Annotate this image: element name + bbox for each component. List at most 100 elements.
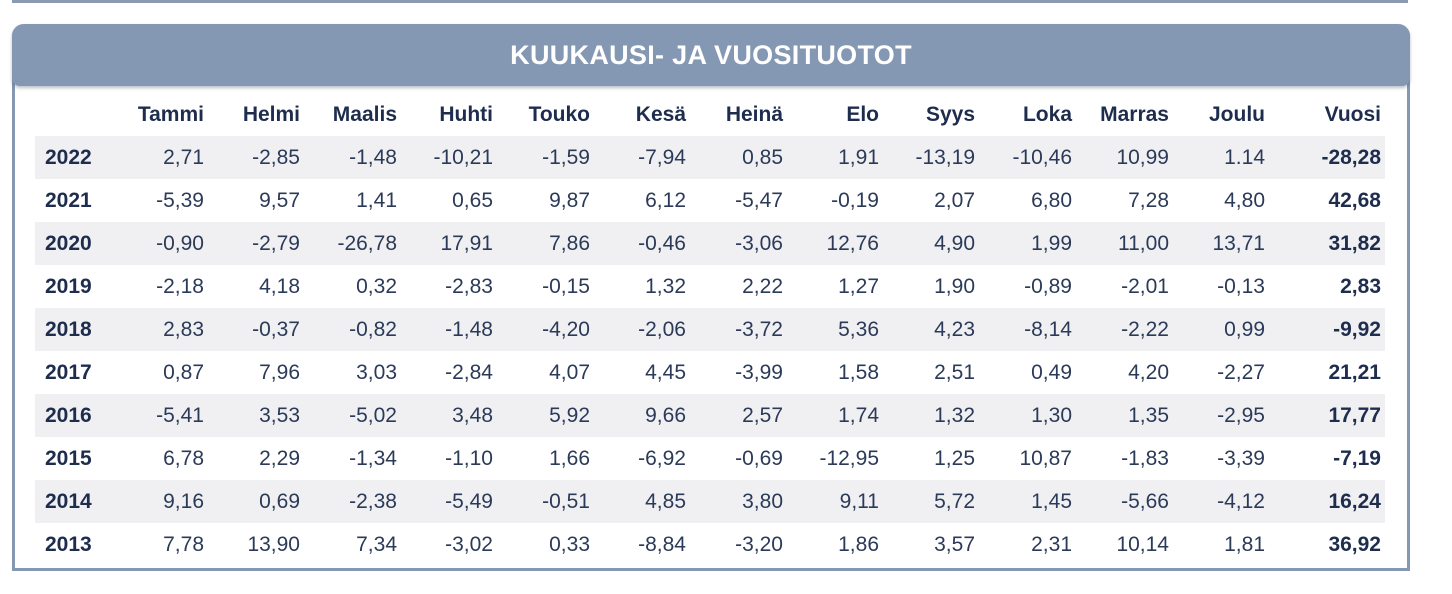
monthly-return-cell: 13,90 xyxy=(208,523,304,566)
monthly-return-cell: 2,71 xyxy=(117,136,208,179)
monthly-return-cell: -3,06 xyxy=(690,222,787,265)
table-row: 2016 -5,41 3,53 -5,02 3,48 5,92 9,66 2,57 1,74 1,… xyxy=(35,394,1385,437)
annual-return-cell: -28,28 xyxy=(1269,136,1385,179)
monthly-return-cell: 7,34 xyxy=(304,523,401,566)
monthly-return-cell: 2,57 xyxy=(690,394,787,437)
returns-table-card: KUUKAUSI- JA VUOSITUOTOT Tammi Helmi Maali… xyxy=(12,24,1410,571)
monthly-return-cell: -0,51 xyxy=(497,480,594,523)
table-row: 2015 6,78 2,29 -1,34 -1,10 1,66 -6,92 -0,69 -12,… xyxy=(35,437,1385,480)
monthly-return-cell: -0,90 xyxy=(117,222,208,265)
annual-return-cell: 31,82 xyxy=(1269,222,1385,265)
monthly-return-cell: 7,78 xyxy=(117,523,208,566)
monthly-return-cell: -5,39 xyxy=(117,179,208,222)
monthly-return-cell: 6,78 xyxy=(117,437,208,480)
monthly-return-cell: 0,33 xyxy=(497,523,594,566)
monthly-return-cell: -2,01 xyxy=(1076,265,1173,308)
column-header: Tammi xyxy=(137,103,204,126)
monthly-return-cell: -0,46 xyxy=(594,222,690,265)
table-row: 2019 -2,18 4,18 0,32 -2,83 -0,15 1,32 2,22 1,27 1… xyxy=(35,265,1385,308)
monthly-return-cell: 3,80 xyxy=(690,480,787,523)
monthly-return-cell: -13,19 xyxy=(883,136,979,179)
top-divider xyxy=(12,0,1408,3)
year-cell: 2022 xyxy=(35,136,117,179)
monthly-return-cell: 4,23 xyxy=(883,308,979,351)
monthly-return-cell: -8,84 xyxy=(594,523,690,566)
column-header: Kesä xyxy=(635,103,686,126)
monthly-return-cell: 4,18 xyxy=(208,265,304,308)
monthly-return-cell: -0,19 xyxy=(787,179,883,222)
column-header: Marras xyxy=(1100,103,1169,126)
monthly-return-cell: 13,71 xyxy=(1173,222,1269,265)
monthly-return-cell: 3,03 xyxy=(304,351,401,394)
card-header: KUUKAUSI- JA VUOSITUOTOT xyxy=(12,24,1410,86)
card-title: KUUKAUSI- JA VUOSITUOTOT xyxy=(510,39,912,70)
monthly-return-cell: 9,16 xyxy=(117,480,208,523)
monthly-return-cell: -1,83 xyxy=(1076,437,1173,480)
monthly-return-cell: 6,12 xyxy=(594,179,690,222)
monthly-return-cell: 0,65 xyxy=(401,179,497,222)
table-row: 2014 9,16 0,69 -2,38 -5,49 -0,51 4,85 3,80 9,11 5… xyxy=(35,480,1385,523)
monthly-return-cell: 10,99 xyxy=(1076,136,1173,179)
monthly-return-cell: 3,57 xyxy=(883,523,979,566)
year-cell: 2021 xyxy=(35,179,117,222)
column-header: Joulu xyxy=(1209,103,1265,126)
table-row: 2013 7,78 13,90 7,34 -3,02 0,33 -8,84 -3,20 1,86… xyxy=(35,523,1385,566)
monthly-return-cell: -0,69 xyxy=(690,437,787,480)
monthly-return-cell: 7,28 xyxy=(1076,179,1173,222)
table-row: 2020 -0,90 -2,79 -26,78 17,91 7,86 -0,46 -3,06 1… xyxy=(35,222,1385,265)
monthly-return-cell: -10,46 xyxy=(979,136,1076,179)
monthly-return-cell: -3,99 xyxy=(690,351,787,394)
monthly-return-cell: 1,32 xyxy=(594,265,690,308)
monthly-return-cell: 0,87 xyxy=(117,351,208,394)
monthly-return-cell: 9,66 xyxy=(594,394,690,437)
monthly-return-cell: 4,07 xyxy=(497,351,594,394)
monthly-return-cell: -3,02 xyxy=(401,523,497,566)
monthly-return-cell: 1,91 xyxy=(787,136,883,179)
monthly-return-cell: 2,83 xyxy=(117,308,208,351)
monthly-return-cell: 5,92 xyxy=(497,394,594,437)
monthly-return-cell: 1.14 xyxy=(1173,136,1269,179)
year-cell: 2016 xyxy=(35,394,117,437)
monthly-return-cell: -12,95 xyxy=(787,437,883,480)
year-cell: 2020 xyxy=(35,222,117,265)
monthly-return-cell: 4,90 xyxy=(883,222,979,265)
monthly-return-cell: 1,27 xyxy=(787,265,883,308)
monthly-return-cell: 1,25 xyxy=(883,437,979,480)
table-body: 2022 2,71 -2,85 -1,48 -10,21 -1,59 -7,94 0,85 1,… xyxy=(35,136,1385,566)
monthly-return-cell: -1,10 xyxy=(401,437,497,480)
table-row: 2021 -5,39 9,57 1,41 0,65 9,87 6,12 -5,47 -0,19 2… xyxy=(35,179,1385,222)
monthly-return-cell: -5,47 xyxy=(690,179,787,222)
table-row: 2022 2,71 -2,85 -1,48 -10,21 -1,59 -7,94 0,85 1,… xyxy=(35,136,1385,179)
monthly-return-cell: -0,82 xyxy=(304,308,401,351)
monthly-return-cell: 1,41 xyxy=(304,179,401,222)
monthly-return-cell: 1,66 xyxy=(497,437,594,480)
monthly-return-cell: -6,92 xyxy=(594,437,690,480)
monthly-return-cell: 1,90 xyxy=(883,265,979,308)
annual-return-cell: 36,92 xyxy=(1269,523,1385,566)
monthly-return-cell: -2,83 xyxy=(401,265,497,308)
monthly-return-cell: 1,74 xyxy=(787,394,883,437)
column-header: Maalis xyxy=(332,103,397,126)
annual-return-cell: 42,68 xyxy=(1269,179,1385,222)
monthly-return-cell: -2,84 xyxy=(401,351,497,394)
monthly-return-cell: -2,95 xyxy=(1173,394,1269,437)
monthly-return-cell: -2,18 xyxy=(117,265,208,308)
monthly-return-cell: 1,86 xyxy=(787,523,883,566)
monthly-return-cell: -5,66 xyxy=(1076,480,1173,523)
monthly-return-cell: -2,22 xyxy=(1076,308,1173,351)
monthly-return-cell: -1,48 xyxy=(401,308,497,351)
monthly-return-cell: -0,15 xyxy=(497,265,594,308)
returns-table: Tammi Helmi Maalis Huhti Touko Kesä Heinä Elo Sy… xyxy=(35,94,1385,566)
column-header: Heinä xyxy=(725,103,783,126)
year-cell: 2014 xyxy=(35,480,117,523)
monthly-return-cell: 11,00 xyxy=(1076,222,1173,265)
monthly-return-cell: -5,02 xyxy=(304,394,401,437)
monthly-return-cell: -3,39 xyxy=(1173,437,1269,480)
monthly-return-cell: 10,87 xyxy=(979,437,1076,480)
monthly-return-cell: 7,96 xyxy=(208,351,304,394)
monthly-return-cell: 9,11 xyxy=(787,480,883,523)
monthly-return-cell: 1,99 xyxy=(979,222,1076,265)
annual-return-cell: 21,21 xyxy=(1269,351,1385,394)
monthly-return-cell: 0,69 xyxy=(208,480,304,523)
monthly-return-cell: -0,13 xyxy=(1173,265,1269,308)
